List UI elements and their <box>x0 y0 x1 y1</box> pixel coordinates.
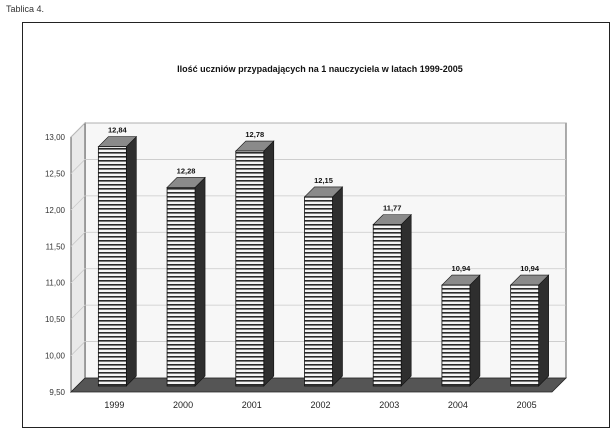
y-tick-label: 10,50 <box>45 315 66 324</box>
data-label: 11,77 <box>383 204 401 213</box>
bar <box>97 146 127 387</box>
gridline <box>70 122 566 138</box>
y-tick-label: 9,50 <box>49 388 65 397</box>
bar <box>235 150 265 387</box>
gridline <box>70 159 566 174</box>
table-caption: Tablica 4. <box>6 4 45 14</box>
y-tick-label: 11,50 <box>46 242 66 251</box>
data-label: 10,94 <box>452 264 472 273</box>
plot-area: 9,50 10,00 10,50 11,00 11,50 12,00 12,50 13,00 1… <box>45 122 567 410</box>
data-label: 10,94 <box>520 264 540 273</box>
x-tick-label: 2004 <box>448 400 468 410</box>
bar <box>441 284 471 387</box>
data-label: 12,28 <box>177 166 196 175</box>
x-tick-label: 2002 <box>310 400 330 410</box>
bar <box>166 187 196 387</box>
x-tick-label: 2005 <box>517 400 537 410</box>
y-tick-label: 13,00 <box>45 133 66 142</box>
bar <box>304 196 333 387</box>
chart-title: Ilość uczniów przypadających na 1 nauczy… <box>177 64 463 74</box>
y-tick-label: 11,00 <box>46 279 66 288</box>
bar <box>510 284 540 387</box>
bar-side <box>332 186 343 387</box>
bar-side <box>400 213 412 387</box>
x-tick-label: 2001 <box>242 400 262 410</box>
bar-side <box>538 274 549 387</box>
bar-side <box>126 135 137 387</box>
x-tick-label: 1999 <box>104 400 124 410</box>
data-label: 12,78 <box>245 130 264 139</box>
x-tick-label: 2000 <box>173 400 193 410</box>
bar-side <box>469 274 481 387</box>
bar-side <box>194 176 206 387</box>
bar <box>372 224 402 387</box>
data-label: 12,15 <box>314 176 333 185</box>
x-tick-label: 2003 <box>379 400 399 410</box>
y-tick-label: 12,00 <box>45 206 66 215</box>
data-label: 12,84 <box>108 126 128 135</box>
gridline <box>70 195 566 211</box>
side-wall <box>70 122 86 393</box>
y-tick-label: 12,50 <box>45 169 66 178</box>
bar-side <box>263 140 275 387</box>
y-tick-label: 10,00 <box>45 352 66 361</box>
